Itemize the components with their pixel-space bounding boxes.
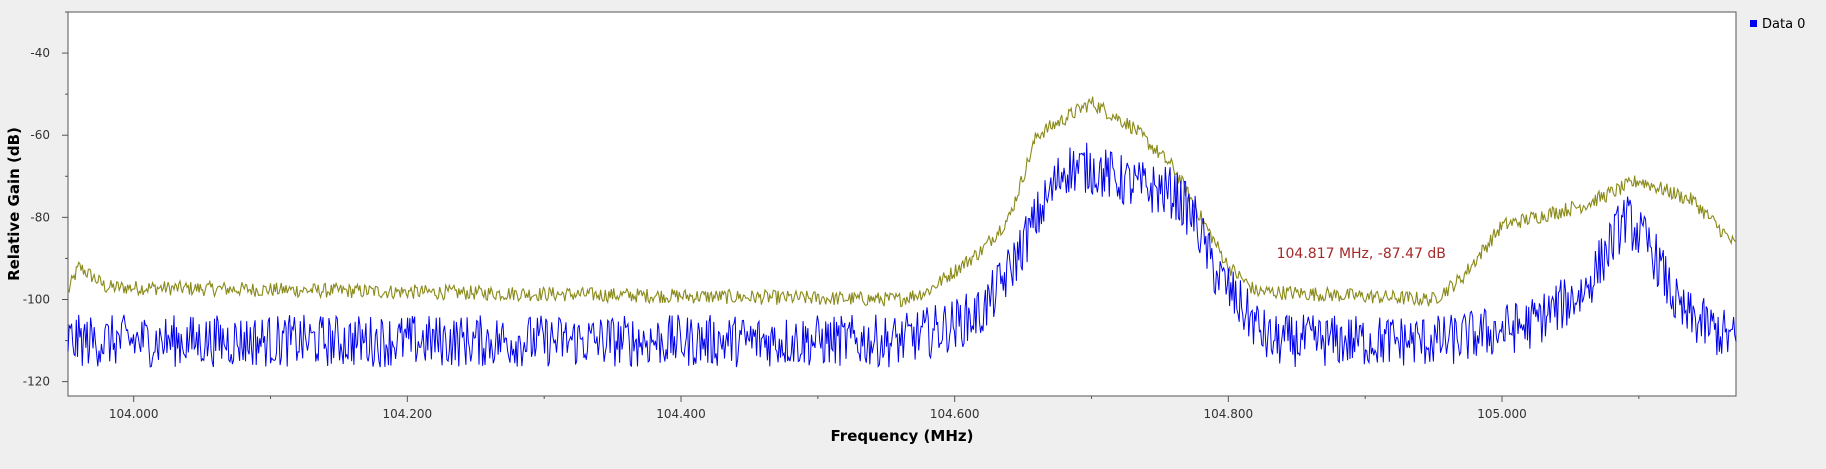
- y-tick-label: -100: [23, 292, 50, 306]
- x-tick-label: 105.000: [1477, 407, 1527, 421]
- legend[interactable]: Data 0: [1750, 17, 1805, 32]
- plot-area[interactable]: [67, 11, 1737, 397]
- x-tick-label: 104.000: [109, 407, 159, 421]
- x-tick-label: 104.400: [656, 407, 706, 421]
- x-tick-label: 104.800: [1204, 407, 1254, 421]
- x-tick-label: 104.600: [930, 407, 980, 421]
- marker-label: 104.817 MHz, -87.47 dB: [1277, 246, 1446, 262]
- y-tick-label: -80: [30, 210, 50, 224]
- legend-swatch-data0: [1750, 20, 1757, 27]
- y-axis: -40 -60 -80 -100 -120: [23, 11, 68, 389]
- y-tick-label: -60: [30, 128, 50, 142]
- series-layer: [67, 96, 1737, 368]
- x-tick-label: 104.200: [383, 407, 433, 421]
- x-axis: 104.000 104.200 104.400 104.600 104.800 105.0…: [109, 396, 1640, 421]
- y-tick-label: -120: [23, 375, 50, 389]
- series-maxhold-line: [67, 96, 1737, 308]
- y-axis-title: Relative Gain (dB): [5, 127, 23, 281]
- legend-label-data0: Data 0: [1762, 17, 1805, 32]
- y-tick-label: -40: [30, 46, 50, 60]
- series-data0-line: [67, 142, 1737, 368]
- x-axis-title: Frequency (MHz): [831, 427, 974, 445]
